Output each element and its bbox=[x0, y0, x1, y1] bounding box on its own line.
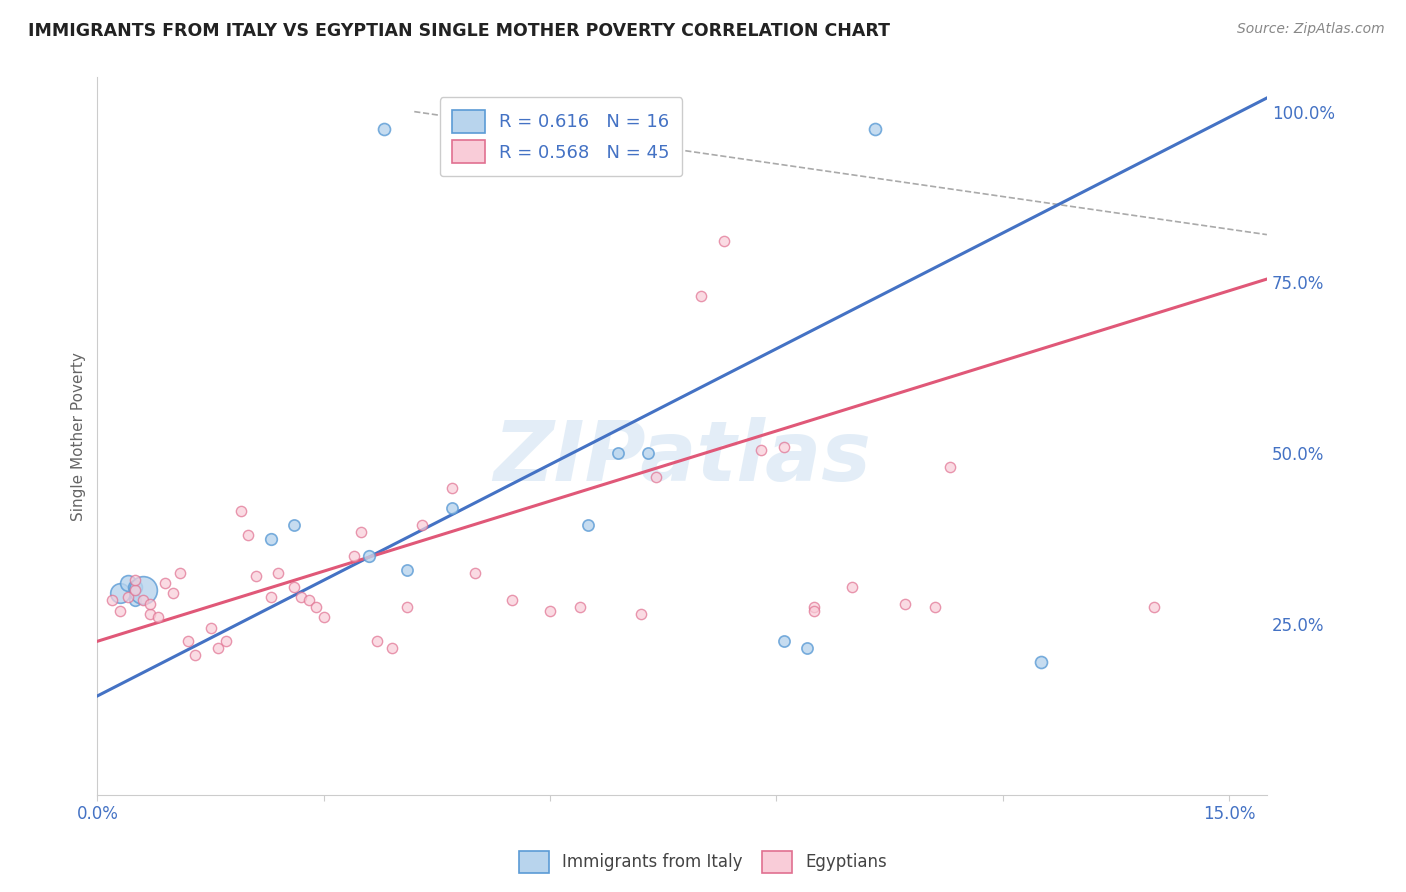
Text: ZIPatlas: ZIPatlas bbox=[494, 417, 872, 499]
Text: Source: ZipAtlas.com: Source: ZipAtlas.com bbox=[1237, 22, 1385, 37]
Point bbox=[124, 582, 146, 597]
Point bbox=[607, 446, 630, 460]
Point bbox=[124, 593, 146, 607]
Point bbox=[155, 576, 177, 591]
Point bbox=[366, 634, 388, 648]
Point bbox=[939, 460, 962, 475]
Point bbox=[644, 470, 666, 484]
Point bbox=[260, 532, 283, 546]
Point bbox=[131, 582, 153, 597]
Point bbox=[117, 576, 139, 591]
Legend: R = 0.616   N = 16, R = 0.568   N = 45: R = 0.616 N = 16, R = 0.568 N = 45 bbox=[440, 97, 682, 176]
Point bbox=[260, 590, 283, 604]
Legend: Immigrants from Italy, Egyptians: Immigrants from Italy, Egyptians bbox=[512, 845, 894, 880]
Point bbox=[569, 600, 592, 615]
Point bbox=[200, 621, 222, 635]
Point bbox=[305, 600, 328, 615]
Point bbox=[343, 549, 366, 563]
Point bbox=[1029, 655, 1052, 669]
Point bbox=[101, 593, 124, 607]
Point bbox=[924, 600, 946, 615]
Point bbox=[893, 597, 915, 611]
Text: IMMIGRANTS FROM ITALY VS EGYPTIAN SINGLE MOTHER POVERTY CORRELATION CHART: IMMIGRANTS FROM ITALY VS EGYPTIAN SINGLE… bbox=[28, 22, 890, 40]
Point bbox=[773, 634, 796, 648]
Point bbox=[373, 121, 395, 136]
Point bbox=[312, 610, 335, 624]
Point bbox=[751, 442, 773, 457]
Point bbox=[357, 549, 380, 563]
Point bbox=[440, 481, 463, 495]
Point bbox=[207, 641, 229, 656]
Point bbox=[1143, 600, 1166, 615]
Point bbox=[238, 528, 260, 542]
Point bbox=[267, 566, 290, 580]
Point bbox=[630, 607, 652, 621]
Point bbox=[411, 518, 433, 533]
Point bbox=[146, 610, 169, 624]
Point bbox=[177, 634, 200, 648]
Point bbox=[381, 641, 404, 656]
Point bbox=[440, 501, 463, 516]
Point bbox=[298, 593, 321, 607]
Point bbox=[229, 504, 252, 518]
Point bbox=[283, 580, 305, 594]
Point bbox=[214, 634, 236, 648]
Point bbox=[538, 603, 561, 617]
Point bbox=[139, 607, 162, 621]
Point bbox=[124, 573, 146, 587]
Point bbox=[395, 600, 418, 615]
Point bbox=[841, 580, 863, 594]
Point bbox=[108, 586, 131, 600]
Point bbox=[863, 121, 886, 136]
Point bbox=[501, 593, 523, 607]
Point bbox=[713, 235, 735, 249]
Point bbox=[803, 600, 825, 615]
Point bbox=[690, 289, 713, 303]
Point bbox=[773, 440, 796, 454]
Point bbox=[350, 524, 373, 539]
Point bbox=[283, 518, 305, 533]
Point bbox=[117, 590, 139, 604]
Point bbox=[464, 566, 486, 580]
Point bbox=[169, 566, 191, 580]
Point bbox=[124, 580, 146, 594]
Point bbox=[803, 603, 825, 617]
Point bbox=[637, 446, 659, 460]
Point bbox=[108, 603, 131, 617]
Point bbox=[131, 593, 153, 607]
Y-axis label: Single Mother Poverty: Single Mother Poverty bbox=[72, 351, 86, 521]
Point bbox=[576, 518, 599, 533]
Point bbox=[245, 569, 267, 583]
Point bbox=[796, 641, 818, 656]
Point bbox=[162, 586, 184, 600]
Point bbox=[139, 597, 162, 611]
Point bbox=[184, 648, 207, 662]
Point bbox=[395, 562, 418, 576]
Point bbox=[290, 590, 312, 604]
